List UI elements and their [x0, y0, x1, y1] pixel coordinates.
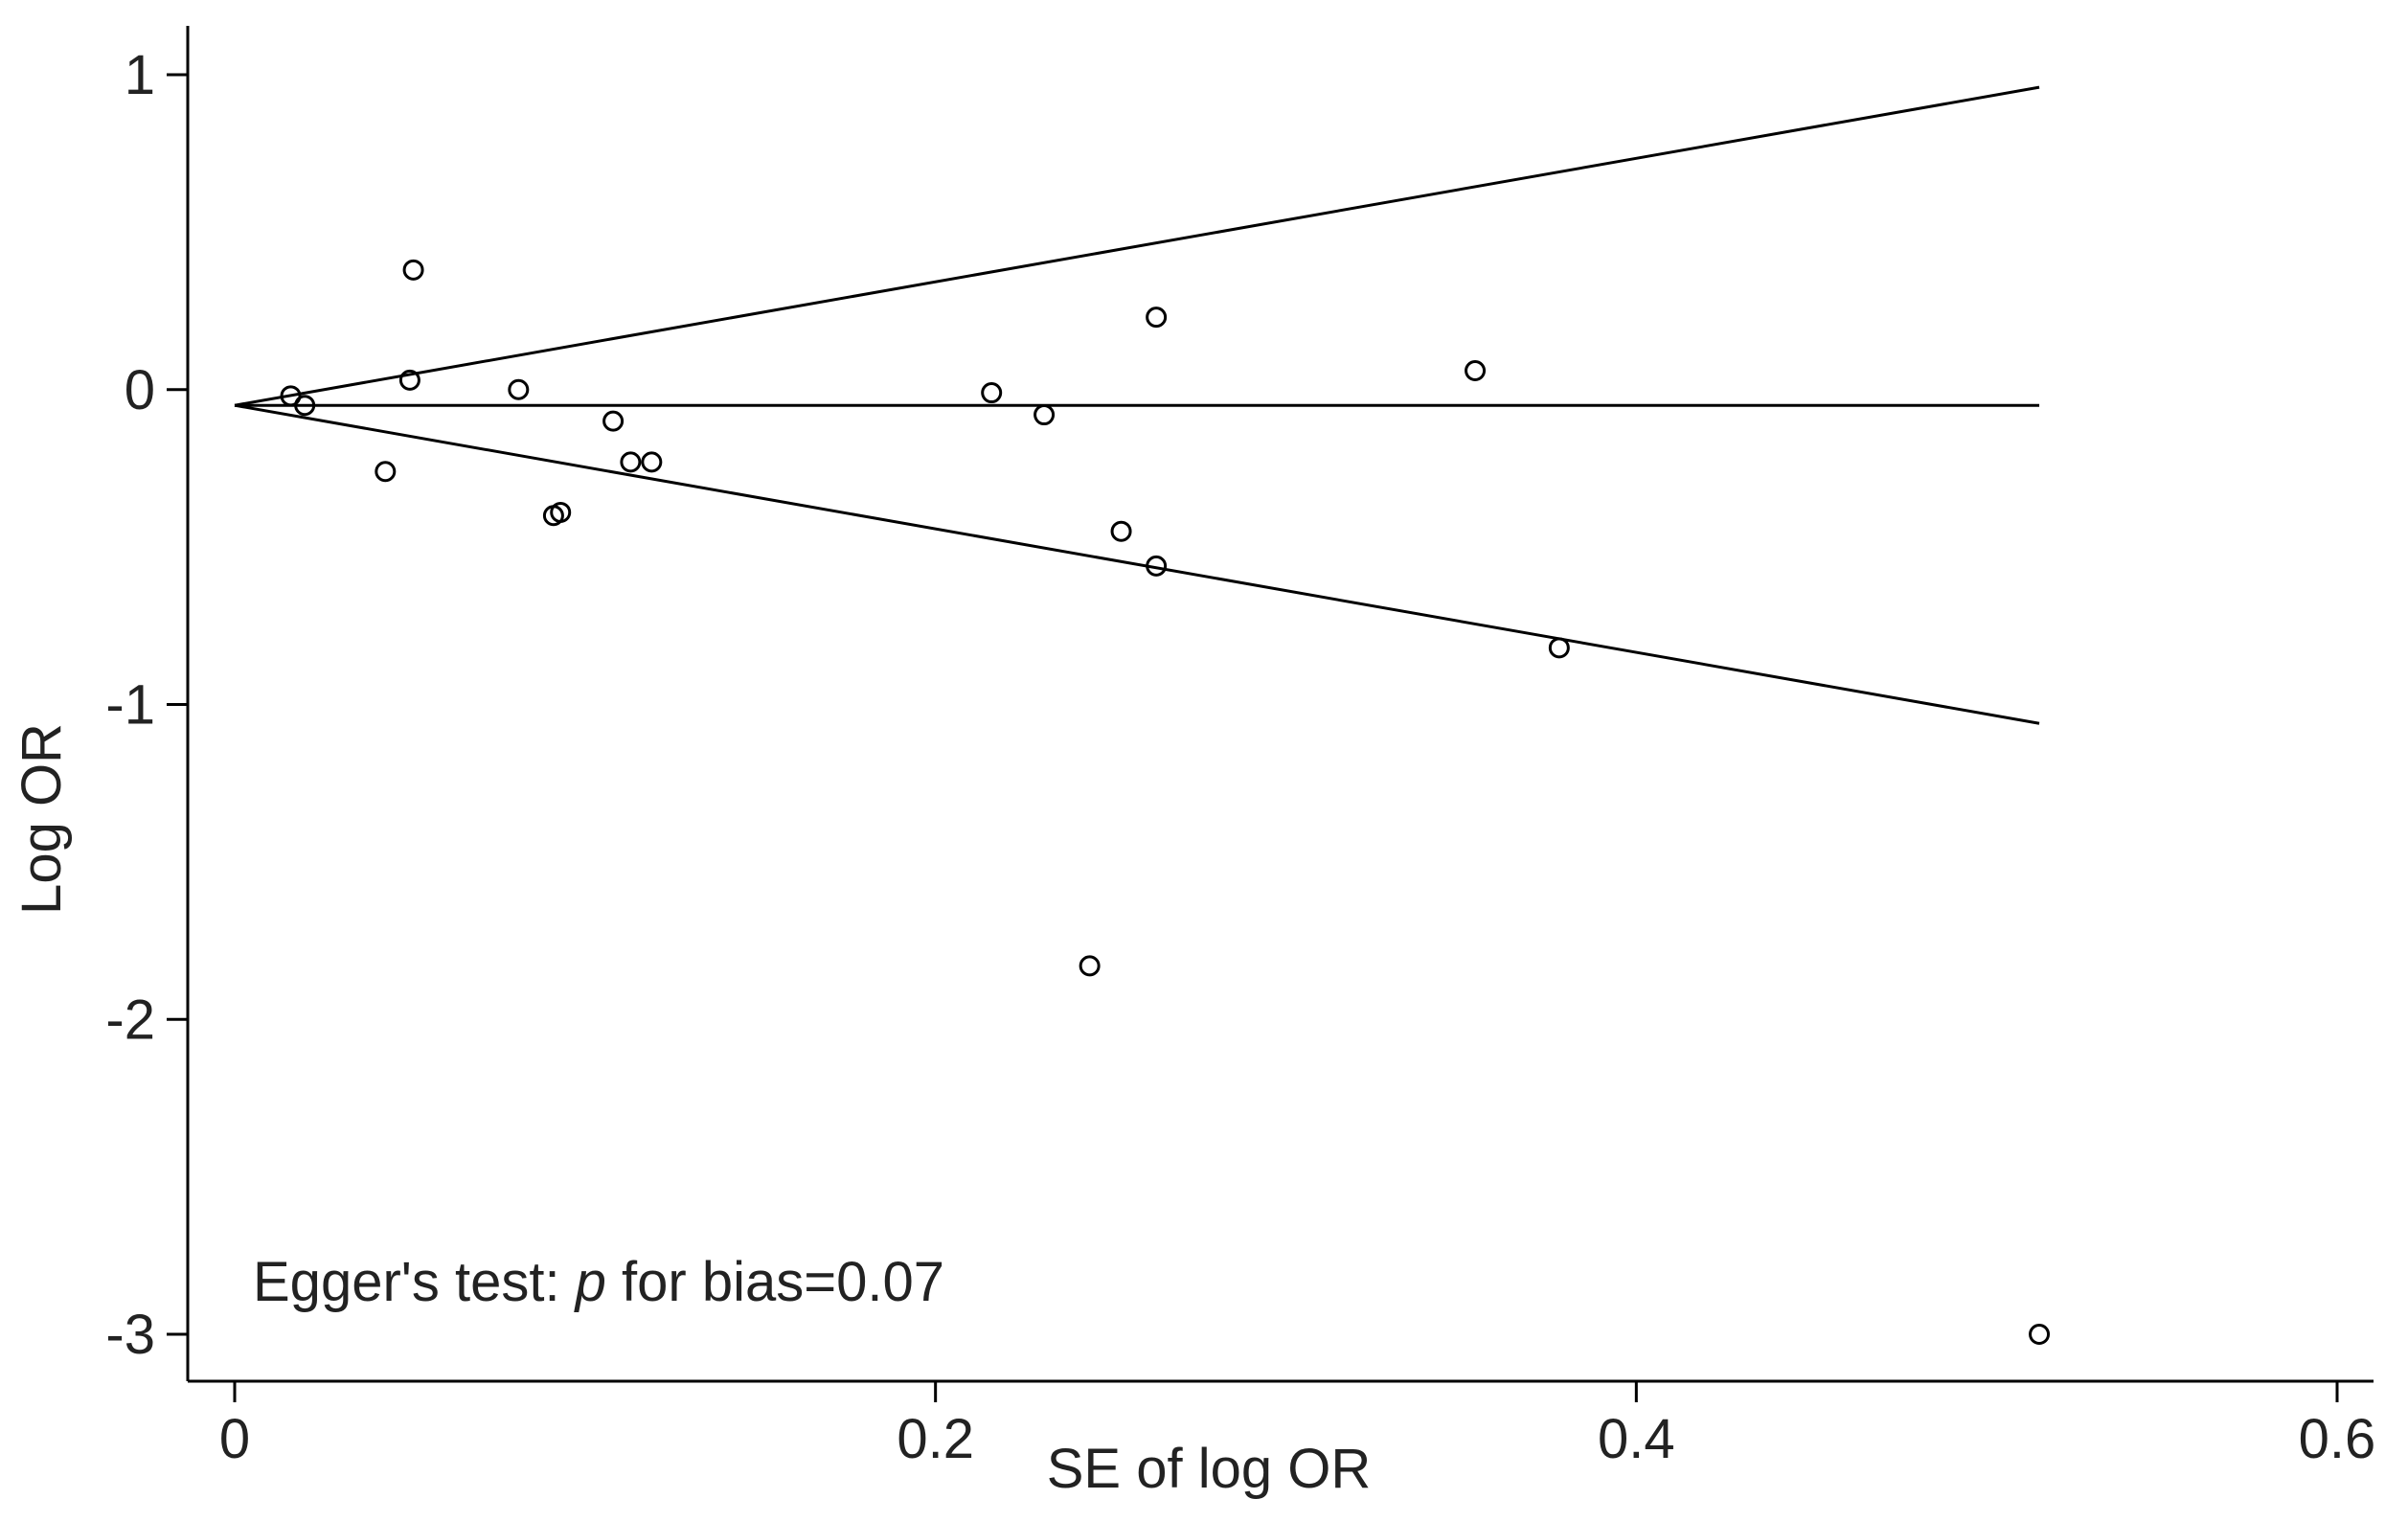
data-point-4 — [402, 259, 424, 281]
y-tick-label-2: -1 — [105, 674, 155, 737]
data-point-1 — [280, 385, 302, 407]
data-point-15 — [1110, 520, 1132, 542]
data-point-17 — [1146, 555, 1168, 577]
data-point-16 — [1146, 307, 1168, 329]
x-tick-label-3: 0.6 — [2299, 1408, 2376, 1470]
data-point-11 — [641, 451, 663, 473]
data-points — [280, 259, 2051, 1345]
data-point-5 — [375, 461, 397, 483]
data-point-8 — [550, 501, 572, 523]
y-axis-title: Log OR — [11, 723, 73, 915]
data-point-3 — [398, 369, 420, 391]
data-point-18 — [1465, 360, 1487, 382]
data-point-10 — [620, 451, 642, 473]
egger-test-annotation: Egger's test: p for bias=0.07 — [253, 1251, 944, 1313]
y-tick-label-4: -3 — [105, 1304, 155, 1366]
x-tick-label-2: 0.4 — [1598, 1408, 1675, 1470]
axis-ticks: 1 0 -1 -2 -3 0 0.2 0.4 0.6 — [105, 44, 2375, 1470]
data-point-2 — [294, 395, 316, 417]
y-tick-label-1: 0 — [125, 359, 155, 421]
pseudo-confidence-lines — [234, 85, 2040, 725]
ref-line-upper — [234, 85, 2040, 407]
data-point-20 — [2029, 1324, 2051, 1345]
data-point-12 — [981, 382, 1003, 404]
egger-test-suffix: for bias=0.07 — [606, 1251, 944, 1313]
data-point-9 — [602, 410, 625, 432]
data-point-14 — [1079, 955, 1101, 977]
data-point-6 — [508, 378, 530, 400]
y-tick-label-3: -2 — [105, 988, 155, 1051]
data-point-19 — [1548, 637, 1570, 659]
x-tick-label-0: 0 — [219, 1408, 250, 1470]
x-tick-label-1: 0.2 — [897, 1408, 974, 1470]
egger-test-prefix: Egger's test: — [253, 1251, 576, 1313]
y-tick-label-0: 1 — [125, 44, 155, 106]
ref-line-lower — [234, 403, 2040, 725]
egger-test-p-symbol: p — [574, 1251, 606, 1313]
axes — [186, 26, 2374, 1383]
data-point-13 — [1034, 404, 1056, 426]
x-axis-title: SE of log OR — [1047, 1438, 1371, 1500]
